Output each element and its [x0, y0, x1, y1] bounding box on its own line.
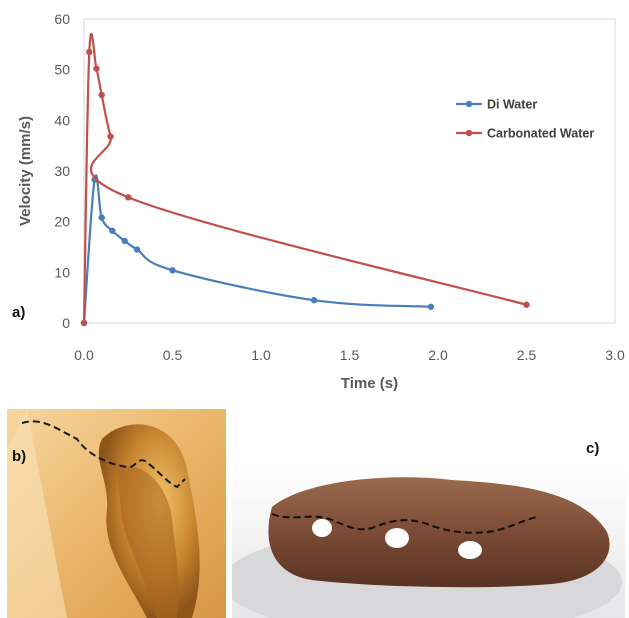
data-point-di-water	[109, 227, 116, 234]
y-tick-label: 20	[54, 214, 70, 230]
plot-area-border	[83, 18, 616, 324]
y-axis-title: Velocity (mm/s)	[17, 116, 34, 226]
y-tick-label: 40	[54, 112, 70, 128]
data-point-di-water	[133, 246, 141, 253]
panel-label-b: b)	[12, 448, 27, 465]
data-point-di-water	[427, 303, 435, 310]
x-tick-label: 0.0	[74, 347, 94, 363]
photo-c-image	[232, 462, 625, 618]
y-tick-label: 50	[54, 62, 70, 78]
velocity-chart: 0.0 0.5 1.0 1.5 2.0 2.5 3.0 0 10 20 30 40 50 60 Di Wa…	[17, 11, 625, 392]
data-point-carbonated-water	[98, 91, 105, 99]
data-point-carbonated-water	[93, 65, 100, 72]
panel-label-a: a)	[12, 304, 26, 321]
y-tick-label: 10	[54, 264, 70, 280]
data-point-di-water	[121, 237, 128, 245]
y-tick-label: 0	[62, 315, 70, 331]
y-tick-label: 60	[54, 11, 70, 27]
x-tick-label: 0.5	[163, 347, 183, 363]
chart-axes: 0.0 0.5 1.0 1.5 2.0 2.5 3.0 0 10 20 30 40 50 60	[54, 11, 625, 363]
dashed-boundary-b	[21, 420, 186, 489]
chart-series	[80, 32, 530, 327]
panel-label-c: c)	[586, 440, 600, 457]
photo-panel-b	[7, 409, 226, 618]
x-tick-label: 2.0	[428, 347, 448, 363]
x-tick-label: 1.5	[340, 347, 360, 363]
chart-legend: Di Water Carbonated Water	[456, 98, 594, 141]
series-line-carbonated-water	[82, 32, 527, 324]
data-point-carbonated-water	[107, 133, 114, 140]
legend-marker-di-water	[465, 100, 473, 108]
data-point-carbonated-water	[80, 319, 88, 327]
x-tick-label: 3.0	[605, 347, 625, 363]
y-tick-label: 30	[54, 163, 70, 179]
x-tick-label: 1.0	[251, 347, 271, 363]
photo-panel-c	[232, 462, 625, 618]
data-point-carbonated-water	[125, 194, 132, 201]
legend-label-carbonated-water: Carbonated Water	[487, 127, 594, 141]
x-axis-title: Time (s)	[341, 375, 398, 392]
photo-b-image	[7, 409, 226, 618]
dashed-boundary-c	[271, 513, 538, 534]
x-tick-label: 2.5	[517, 347, 537, 363]
data-point-carbonated-water	[86, 48, 93, 56]
data-point-di-water	[310, 297, 318, 304]
legend-label-di-water: Di Water	[487, 98, 537, 112]
pore-hole-3	[458, 541, 482, 559]
data-point-di-water	[98, 214, 105, 221]
data-point-di-water	[169, 267, 176, 274]
data-point-carbonated-water	[523, 301, 530, 308]
pore-hole-2	[385, 528, 409, 548]
legend-marker-carbonated-water	[465, 129, 473, 137]
pore-hole-1	[312, 519, 332, 537]
